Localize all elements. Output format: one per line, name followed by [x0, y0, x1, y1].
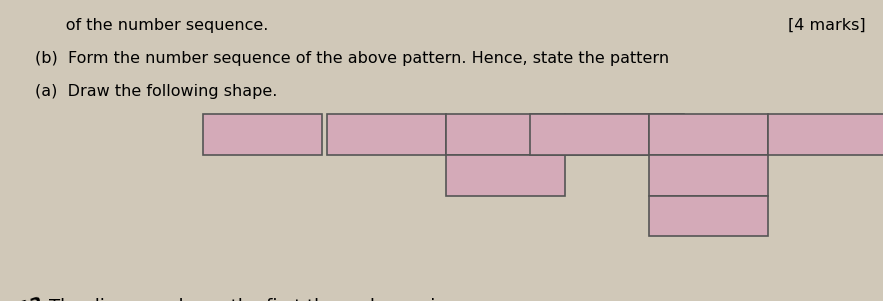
Bar — [565, 114, 684, 155]
Text: (a)  Draw the following shape.: (a) Draw the following shape. — [35, 84, 277, 99]
Text: The diagram shows the first three shapes in a sequence.: The diagram shows the first three shapes… — [49, 298, 562, 301]
Bar — [446, 155, 565, 196]
Bar — [530, 114, 649, 155]
Text: (b)  Form the number sequence of the above pattern. Hence, state the pattern: (b) Form the number sequence of the abov… — [35, 51, 669, 66]
Text: [4 marks]: [4 marks] — [788, 18, 865, 33]
Text: of the number sequence.: of the number sequence. — [35, 18, 268, 33]
Bar — [649, 155, 768, 196]
Bar — [768, 114, 883, 155]
Bar — [649, 114, 768, 155]
Bar — [203, 114, 322, 155]
Bar — [446, 114, 565, 155]
Text: 13.: 13. — [18, 292, 53, 301]
Bar — [327, 114, 446, 155]
Bar — [649, 196, 768, 236]
